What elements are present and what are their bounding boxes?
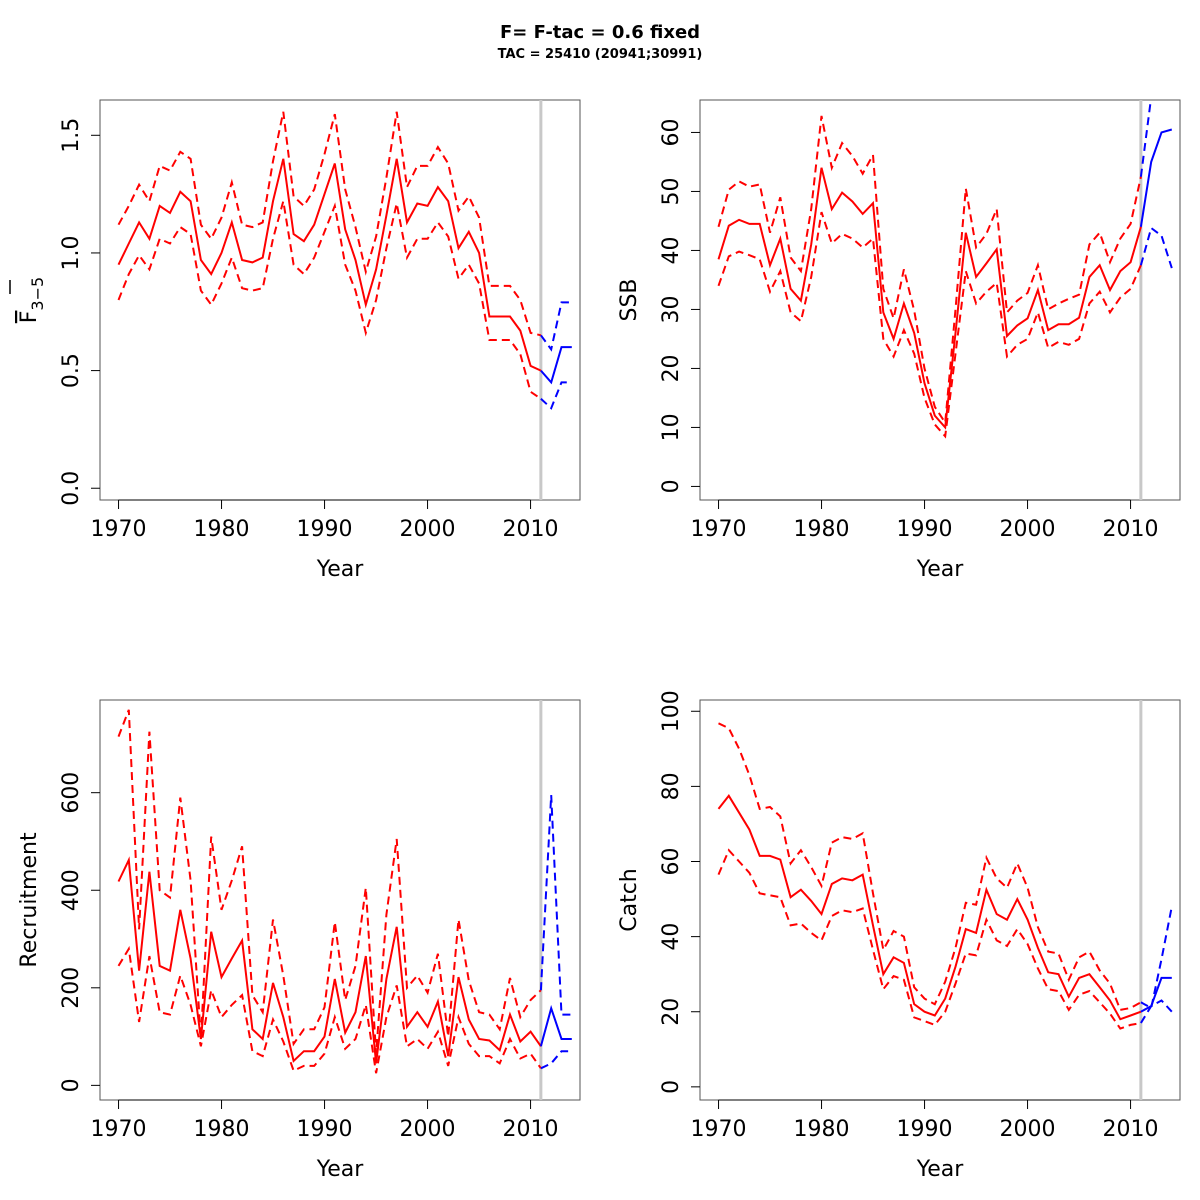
x-tick-label: 1970 — [691, 517, 747, 542]
y-tick-label: 20 — [659, 354, 684, 382]
historical-estimate-line — [717, 794, 1142, 1021]
historical-lower-ci-line — [717, 211, 1142, 439]
projection-upper-ci-line — [540, 301, 572, 352]
y-tick-label: 60 — [659, 118, 684, 146]
historical-upper-ci-line — [718, 722, 1142, 1012]
y-tick-label: 400 — [59, 869, 84, 911]
projection-estimate-line — [540, 346, 572, 385]
y-tick-label: 20 — [659, 998, 684, 1026]
panel-ssb: 1970 1980 1990 2000 2010 0 10 20 30 40 50 60 Year SSB — [617, 99, 1181, 582]
y-axis-title: SSB — [617, 278, 642, 321]
projection-lower-ci-line — [540, 1050, 572, 1070]
y-tick-label: 0 — [59, 1078, 84, 1092]
y-tick-label: 80 — [659, 772, 684, 800]
historical-estimate-line — [117, 158, 542, 372]
panel-fbar: 1970 1980 1990 2000 2010 0.0 0.5 1.0 1.5 Year F3−5 — [9, 99, 581, 582]
x-tick-label: 2010 — [1103, 517, 1159, 542]
x-tick-label: 1980 — [794, 517, 850, 542]
historical-lower-ci-line — [117, 200, 542, 400]
chart-title: F= F-tac = 0.6 fixed — [499, 22, 701, 43]
y-tick-label: 10 — [659, 413, 684, 441]
x-tick-label: 2010 — [1103, 1117, 1159, 1142]
projection-estimate-line — [1139, 128, 1173, 227]
y-tick-label: 30 — [659, 295, 684, 323]
x-tick-label: 2000 — [1000, 517, 1056, 542]
panel-catch: 1970 1980 1990 2000 2010 0 20 40 60 80 100 Year Catc… — [617, 690, 1181, 1182]
projection-lower-ci-line — [540, 381, 572, 410]
x-tick-label: 1980 — [194, 517, 250, 542]
plot-frame — [99, 699, 581, 1101]
y-tick-label: 0.0 — [59, 471, 84, 506]
y-tick-label: 1.5 — [59, 118, 84, 153]
x-tick-label: 2010 — [503, 1117, 559, 1142]
plot-frame — [699, 699, 1181, 1101]
x-axis-title: Year — [916, 557, 965, 582]
y-tick-label: 200 — [59, 967, 84, 1009]
y-axis-title: Catch — [617, 868, 642, 932]
projection-lower-ci-line — [1139, 226, 1173, 269]
projection-upper-ci-line — [1139, 100, 1152, 177]
x-tick-label: 2000 — [1000, 1117, 1056, 1142]
x-tick-label: 2000 — [400, 517, 456, 542]
x-tick-label: 2000 — [400, 1117, 456, 1142]
x-tick-label: 1970 — [91, 517, 147, 542]
y-axis-title: Recruitment — [17, 832, 42, 968]
historical-lower-ci-line — [117, 945, 542, 1074]
historical-upper-ci-line — [117, 111, 542, 337]
x-tick-label: 1990 — [897, 1117, 953, 1142]
y-tick-label: 100 — [659, 690, 684, 732]
x-tick-label: 1990 — [897, 517, 953, 542]
x-tick-label: 1990 — [297, 1117, 353, 1142]
x-tick-label: 1990 — [297, 517, 353, 542]
x-axis-title: Year — [316, 557, 365, 582]
projection-estimate-line — [1140, 976, 1172, 1013]
historical-upper-ci-line — [717, 115, 1142, 426]
x-tick-label: 1970 — [91, 1117, 147, 1142]
projection-upper-ci-line — [1140, 906, 1173, 1010]
y-tick-label: 50 — [659, 177, 684, 205]
x-axis-title: Year — [316, 1157, 365, 1182]
plot-frame — [699, 99, 1181, 501]
historical-estimate-line — [117, 856, 542, 1064]
y-tick-label: 0 — [659, 1080, 684, 1094]
y-tick-label: 0 — [659, 479, 684, 493]
y-tick-label: 600 — [59, 772, 84, 814]
historical-lower-ci-line — [717, 848, 1142, 1030]
x-axis-title: Year — [916, 1157, 965, 1182]
panel-recruitment: 1970 1980 1990 2000 2010 0 200 400 600 Year Recrui… — [17, 699, 581, 1182]
y-tick-label: 40 — [659, 236, 684, 264]
plot-frame — [99, 99, 581, 501]
historical-upper-ci-line — [117, 709, 542, 1054]
projection-estimate-line — [539, 1004, 572, 1047]
y-axis-title: F3−5 — [17, 277, 47, 323]
y-tick-label: 0.5 — [59, 353, 84, 388]
chart-subtitle: TAC = 25410 (20941;30991) — [497, 47, 703, 62]
x-tick-label: 1980 — [794, 1117, 850, 1142]
projection-upper-ci-line — [539, 795, 572, 1016]
projection-lower-ci-line — [1140, 999, 1173, 1024]
y-tick-label: 60 — [659, 848, 684, 876]
x-tick-label: 1970 — [691, 1117, 747, 1142]
historical-estimate-line — [717, 167, 1142, 430]
y-tick-label: 40 — [659, 923, 684, 951]
x-tick-label: 1980 — [194, 1117, 250, 1142]
x-tick-label: 2010 — [503, 517, 559, 542]
y-tick-label: 1.0 — [59, 235, 84, 270]
